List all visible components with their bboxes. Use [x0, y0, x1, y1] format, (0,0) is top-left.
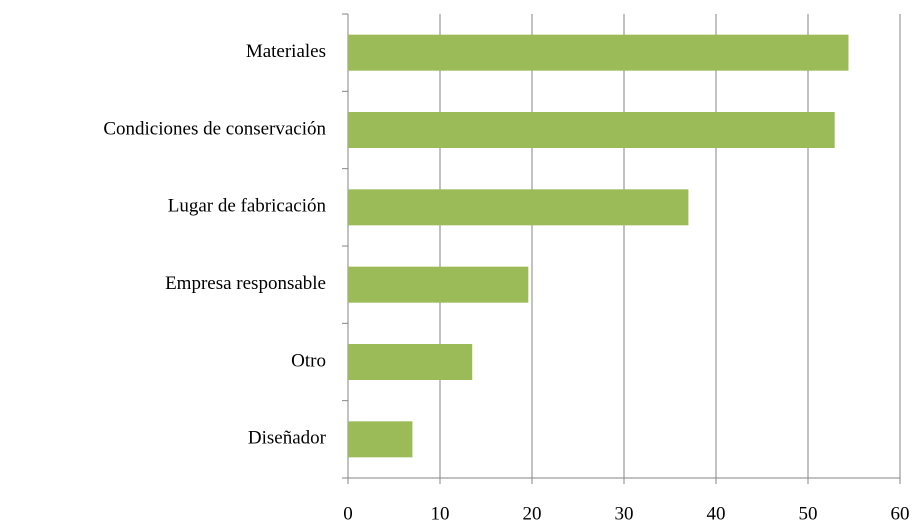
- bar: [348, 421, 413, 458]
- x-tick-label: 30: [615, 503, 634, 524]
- x-tick-label: 10: [431, 503, 450, 524]
- bar: [348, 34, 849, 71]
- x-tick-label: 60: [891, 503, 910, 524]
- bar: [348, 344, 473, 380]
- x-tick-label: 40: [707, 503, 726, 524]
- y-tick-label: Diseñador: [248, 428, 327, 449]
- bar: [348, 189, 689, 226]
- y-tick-label: Otro: [291, 350, 326, 371]
- x-tick-label: 0: [343, 503, 353, 524]
- bar: [348, 112, 835, 148]
- y-tick-label: Lugar de fabricación: [168, 196, 327, 217]
- x-tick-label: 20: [523, 503, 542, 524]
- y-tick-label: Materiales: [246, 41, 326, 62]
- bar: [348, 266, 529, 303]
- y-tick-label: Condiciones de conservación: [103, 118, 326, 139]
- y-tick-label: Empresa responsable: [165, 273, 326, 294]
- x-tick-label: 50: [799, 503, 818, 524]
